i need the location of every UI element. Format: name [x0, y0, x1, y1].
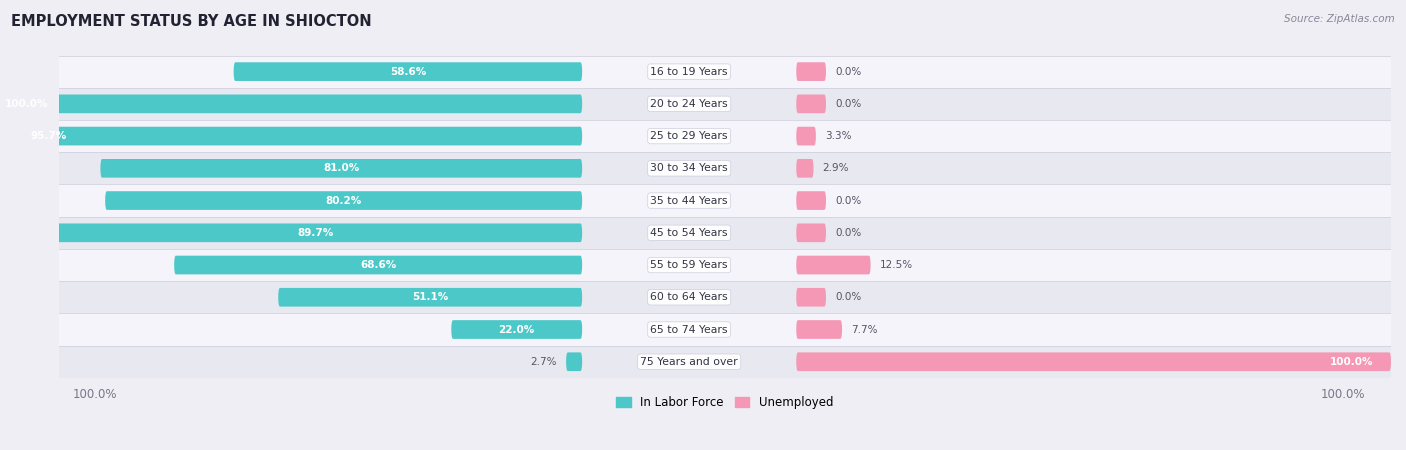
FancyBboxPatch shape [100, 159, 582, 178]
FancyBboxPatch shape [796, 127, 815, 145]
FancyBboxPatch shape [59, 88, 1391, 120]
Text: 0.0%: 0.0% [835, 196, 860, 206]
Text: EMPLOYMENT STATUS BY AGE IN SHIOCTON: EMPLOYMENT STATUS BY AGE IN SHIOCTON [11, 14, 371, 28]
Legend: In Labor Force, Unemployed: In Labor Force, Unemployed [612, 392, 838, 414]
Text: 55 to 59 Years: 55 to 59 Years [651, 260, 728, 270]
FancyBboxPatch shape [567, 352, 582, 371]
FancyBboxPatch shape [59, 313, 1391, 346]
FancyBboxPatch shape [59, 184, 1391, 217]
FancyBboxPatch shape [59, 346, 1391, 378]
FancyBboxPatch shape [233, 62, 582, 81]
Text: 80.2%: 80.2% [326, 196, 361, 206]
Text: 45 to 54 Years: 45 to 54 Years [651, 228, 728, 238]
Text: 58.6%: 58.6% [389, 67, 426, 76]
FancyBboxPatch shape [49, 224, 582, 242]
Text: 12.5%: 12.5% [880, 260, 912, 270]
FancyBboxPatch shape [59, 281, 1391, 313]
FancyBboxPatch shape [174, 256, 582, 274]
FancyBboxPatch shape [59, 152, 1391, 184]
FancyBboxPatch shape [796, 320, 842, 339]
Text: 0.0%: 0.0% [835, 228, 860, 238]
FancyBboxPatch shape [451, 320, 582, 339]
Text: 100.0%: 100.0% [6, 99, 49, 109]
Text: 7.7%: 7.7% [851, 324, 877, 334]
Text: 100.0%: 100.0% [1330, 357, 1374, 367]
Text: 65 to 74 Years: 65 to 74 Years [651, 324, 728, 334]
Text: 20 to 24 Years: 20 to 24 Years [651, 99, 728, 109]
FancyBboxPatch shape [13, 127, 582, 145]
Text: 51.1%: 51.1% [412, 292, 449, 302]
FancyBboxPatch shape [59, 217, 1391, 249]
FancyBboxPatch shape [796, 352, 1391, 371]
Text: 75 Years and over: 75 Years and over [640, 357, 738, 367]
FancyBboxPatch shape [796, 62, 825, 81]
Text: 89.7%: 89.7% [297, 228, 333, 238]
Text: 35 to 44 Years: 35 to 44 Years [651, 196, 728, 206]
FancyBboxPatch shape [796, 94, 825, 113]
FancyBboxPatch shape [105, 191, 582, 210]
Text: 22.0%: 22.0% [499, 324, 534, 334]
Text: 95.7%: 95.7% [31, 131, 67, 141]
Text: 30 to 34 Years: 30 to 34 Years [651, 163, 728, 173]
FancyBboxPatch shape [0, 94, 582, 113]
FancyBboxPatch shape [59, 120, 1391, 152]
FancyBboxPatch shape [59, 249, 1391, 281]
Text: Source: ZipAtlas.com: Source: ZipAtlas.com [1284, 14, 1395, 23]
FancyBboxPatch shape [59, 55, 1391, 88]
FancyBboxPatch shape [796, 288, 825, 306]
Text: 2.9%: 2.9% [823, 163, 849, 173]
FancyBboxPatch shape [796, 224, 825, 242]
Text: 0.0%: 0.0% [835, 99, 860, 109]
Text: 0.0%: 0.0% [835, 67, 860, 76]
Text: 25 to 29 Years: 25 to 29 Years [651, 131, 728, 141]
FancyBboxPatch shape [796, 191, 825, 210]
Text: 16 to 19 Years: 16 to 19 Years [651, 67, 728, 76]
FancyBboxPatch shape [796, 159, 814, 178]
FancyBboxPatch shape [278, 288, 582, 306]
Text: 60 to 64 Years: 60 to 64 Years [651, 292, 728, 302]
FancyBboxPatch shape [796, 256, 870, 274]
Text: 3.3%: 3.3% [825, 131, 851, 141]
Text: 68.6%: 68.6% [360, 260, 396, 270]
Text: 0.0%: 0.0% [835, 292, 860, 302]
Text: 2.7%: 2.7% [530, 357, 557, 367]
Text: 81.0%: 81.0% [323, 163, 360, 173]
